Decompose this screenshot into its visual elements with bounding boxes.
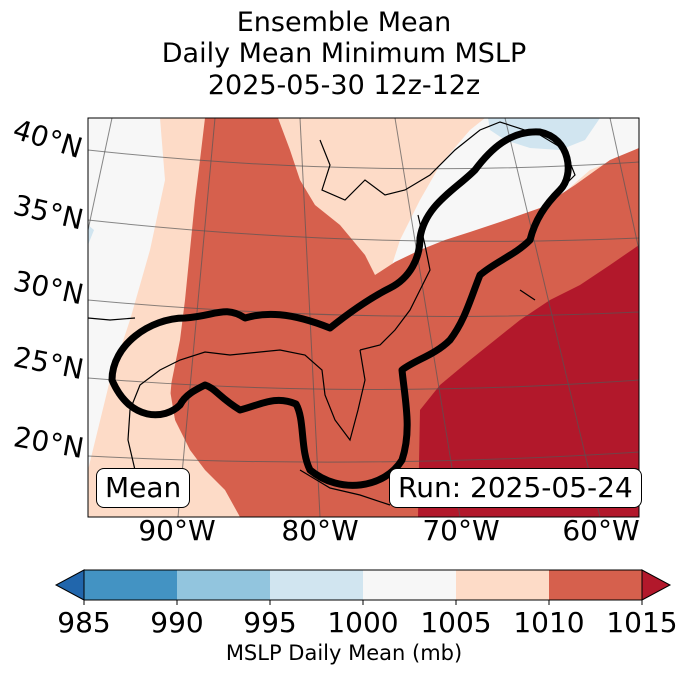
gridline-lat-1 [88, 219, 639, 242]
run-date-box: Run: 2025-05-24 [389, 468, 642, 508]
gridline-lon-3 [394, 118, 461, 517]
gridline-lat-4 [88, 451, 639, 463]
colorbar-bin-985-990 [84, 570, 178, 600]
lon-tick-90w: 90°W [138, 514, 216, 547]
colorbar-bin-995-1000 [270, 570, 364, 600]
coastline-2 [127, 349, 366, 491]
field-1005-1010-west [120, 300, 215, 517]
title-line-1: Ensemble Mean [236, 7, 452, 38]
colorbar-tick-985: 985 [57, 606, 111, 639]
gridline-lon-0 [88, 118, 113, 231]
gridline-lon-5 [609, 118, 639, 251]
field-995-1000-west [88, 225, 94, 245]
colorbar-bin-1005-1010 [456, 570, 550, 600]
mean-contour [108, 128, 572, 489]
colorbar-label: MSLP Daily Mean (mb) [225, 641, 463, 665]
map-field [88, 118, 639, 517]
colorbar-bin-990-995 [177, 570, 271, 600]
title-line-3: 2025-05-30 12z-12z [207, 70, 481, 101]
colorbar-extend-over [641, 569, 672, 601]
colorbar-tick-1000: 1000 [327, 606, 399, 639]
coastline-4 [88, 317, 136, 321]
lon-tick-80w: 80°W [281, 514, 359, 547]
mean-label-box: Mean [96, 468, 191, 508]
colorbar-tick-1005: 1005 [420, 606, 492, 639]
lon-tick-60w: 60°W [562, 514, 640, 547]
coastline-3 [299, 469, 391, 506]
gridline-lat-2 [88, 299, 639, 317]
gridline-lat-3 [88, 377, 639, 391]
colorbar-tick-1015: 1015 [606, 606, 678, 639]
gridline-lat-0 [88, 149, 639, 170]
colorbar-tick-995: 995 [243, 606, 297, 639]
colorbar-tick-990: 990 [150, 606, 204, 639]
coastline-1 [359, 214, 431, 351]
title-line-2: Daily Mean Minimum MSLP [161, 38, 527, 69]
lon-tick-70w: 70°W [422, 514, 500, 547]
gridline-lon-4 [504, 118, 601, 517]
colorbar-extend-under [54, 569, 85, 601]
colorbar-tick-1010: 1010 [513, 606, 585, 639]
colorbar-bin-1010-1015 [549, 570, 643, 600]
map-frame [87, 117, 640, 518]
coastline-5 [519, 289, 536, 301]
colorbar-bin-1000-1005 [363, 570, 457, 600]
